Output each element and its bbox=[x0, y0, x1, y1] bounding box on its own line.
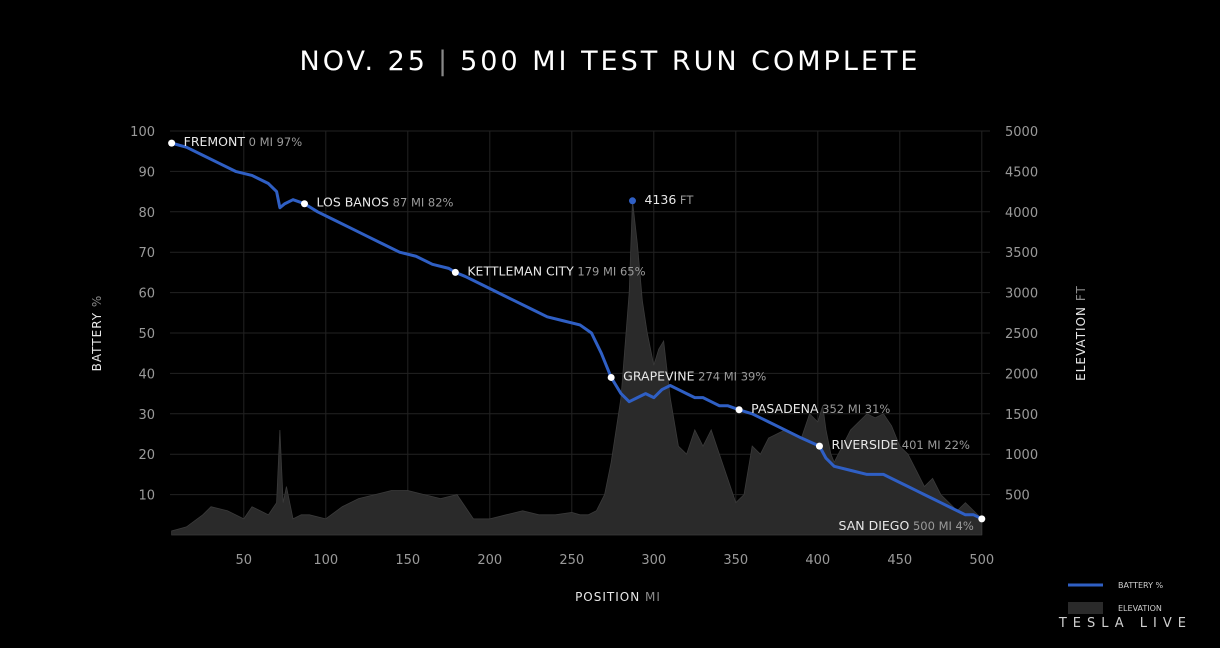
legend-label: BATTERY % bbox=[1118, 581, 1164, 590]
x-tick-label: 150 bbox=[395, 553, 420, 568]
y2-tick-label: 500 bbox=[1005, 489, 1030, 504]
point-label: FREMONT 0 MI 97% bbox=[184, 134, 303, 149]
point-marker bbox=[735, 406, 743, 414]
point-marker bbox=[628, 197, 636, 205]
y-tick-label: 30 bbox=[138, 408, 155, 423]
y-tick-label: 80 bbox=[138, 206, 155, 221]
x-tick-label: 300 bbox=[641, 553, 666, 568]
y2-axis-label: ELEVATION FT bbox=[1074, 285, 1088, 381]
title-separator: | bbox=[438, 46, 451, 77]
point-label: GRAPEVINE 274 MI 39% bbox=[623, 368, 766, 383]
x-tick-label: 400 bbox=[805, 553, 830, 568]
point-marker bbox=[978, 515, 986, 523]
x-tick-label: 200 bbox=[477, 553, 502, 568]
chart-title: NOV. 25 | 500 MI TEST RUN COMPLETE bbox=[0, 46, 1220, 77]
y-tick-label: 20 bbox=[138, 448, 155, 463]
title-headline: 500 MI TEST RUN COMPLETE bbox=[460, 46, 921, 77]
x-tick-label: 350 bbox=[723, 553, 748, 568]
y2-tick-label: 5000 bbox=[1005, 125, 1038, 140]
legend-elevation-swatch bbox=[1068, 602, 1103, 614]
point-marker bbox=[607, 373, 615, 381]
x-tick-label: 450 bbox=[887, 553, 912, 568]
point-label: LOS BANOS 87 MI 82% bbox=[316, 195, 453, 210]
y-tick-label: 10 bbox=[138, 489, 155, 504]
point-label: RIVERSIDE 401 MI 22% bbox=[831, 437, 970, 452]
title-date: NOV. 25 bbox=[299, 46, 428, 77]
x-tick-label: 100 bbox=[313, 553, 338, 568]
y-axis-label: BATTERY % bbox=[90, 295, 104, 372]
y-tick-label: 70 bbox=[138, 246, 155, 261]
brand-logo: TESLA LIVE bbox=[1058, 616, 1192, 631]
point-label: 4136 FT bbox=[644, 192, 694, 207]
elevation-area bbox=[171, 200, 983, 536]
y2-tick-label: 2000 bbox=[1005, 367, 1038, 382]
point-marker bbox=[815, 442, 823, 450]
x-tick-label: 250 bbox=[559, 553, 584, 568]
point-label: KETTLEMAN CITY 179 MI 65% bbox=[467, 263, 645, 278]
point-marker bbox=[300, 200, 308, 208]
point-label: PASADENA 352 MI 31% bbox=[751, 401, 890, 416]
y-tick-label: 90 bbox=[138, 165, 155, 180]
legend-label: ELEVATION bbox=[1118, 604, 1162, 613]
y2-tick-label: 3500 bbox=[1005, 246, 1038, 261]
point-label: SAN DIEGO 500 MI 4% bbox=[839, 518, 974, 533]
y2-tick-label: 4000 bbox=[1005, 206, 1038, 221]
y-tick-label: 60 bbox=[138, 287, 155, 302]
y-tick-label: 50 bbox=[138, 327, 155, 342]
x-axis-label: POSITION MI bbox=[575, 590, 661, 604]
y2-tick-label: 4500 bbox=[1005, 165, 1038, 180]
point-marker bbox=[451, 268, 459, 276]
x-tick-label: 50 bbox=[236, 553, 253, 568]
y2-tick-label: 1000 bbox=[1005, 448, 1038, 463]
x-tick-label: 500 bbox=[969, 553, 994, 568]
y-tick-label: 100 bbox=[130, 125, 155, 140]
y2-tick-label: 3000 bbox=[1005, 287, 1038, 302]
y2-tick-label: 1500 bbox=[1005, 408, 1038, 423]
battery-line bbox=[171, 141, 983, 521]
y-tick-label: 40 bbox=[138, 367, 155, 382]
point-marker bbox=[168, 139, 176, 147]
y2-tick-label: 2500 bbox=[1005, 327, 1038, 342]
